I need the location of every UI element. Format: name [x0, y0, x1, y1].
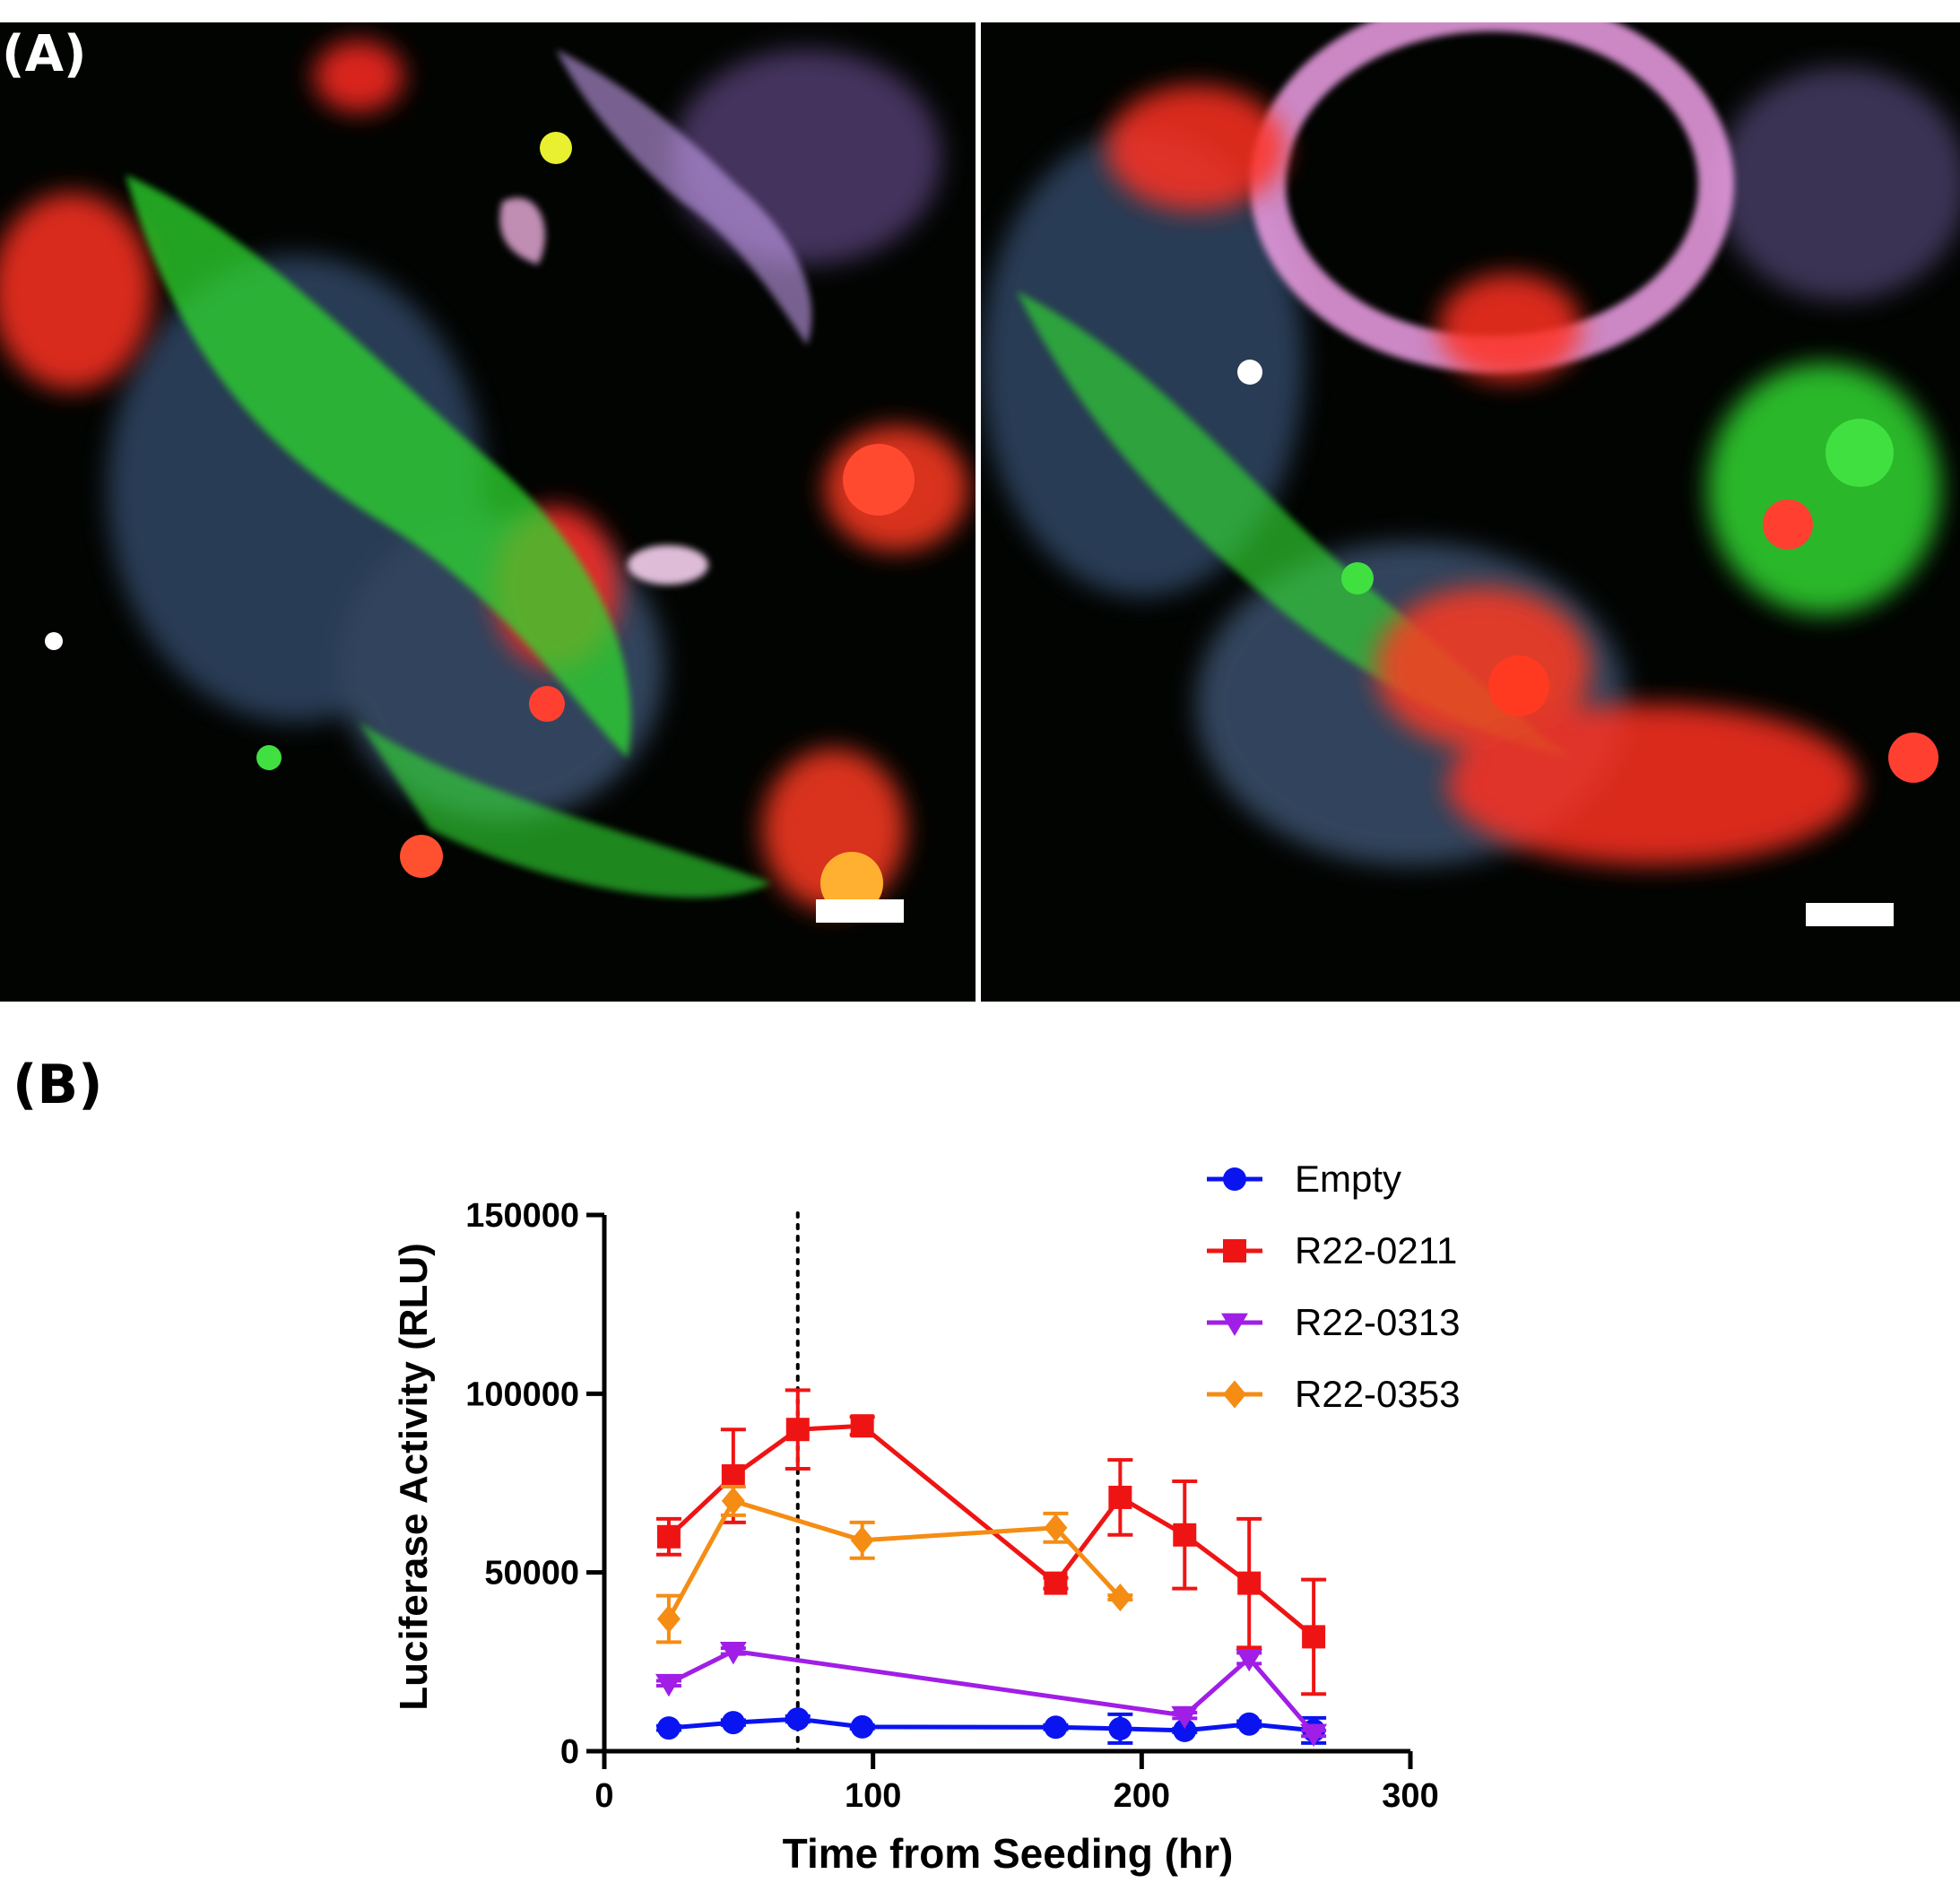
data-point: [1302, 1625, 1326, 1649]
legend-label: R22-0353: [1295, 1373, 1460, 1415]
data-point: [1044, 1571, 1068, 1595]
chart-legend: Empty R22-0211 R22-0313 R22-0353: [1207, 1158, 1460, 1415]
micrograph-right-image: [981, 22, 1960, 865]
legend-label: R22-0211: [1295, 1229, 1457, 1271]
data-point: [655, 1673, 682, 1697]
data-point: [1108, 1716, 1132, 1740]
chart-axes: 0 50000 100000 150000 0 100 200 300: [465, 1197, 1439, 1815]
series-line: [668, 1716, 1314, 1733]
data-point: [1108, 1485, 1132, 1509]
data-point: [785, 1418, 810, 1442]
x-tick-label: 200: [1114, 1777, 1170, 1815]
data-point: [850, 1714, 874, 1739]
micrograph-left-image: [0, 40, 968, 915]
x-tick-label: 0: [594, 1777, 613, 1815]
data-point: [1044, 1514, 1068, 1542]
x-tick-label: 300: [1382, 1777, 1438, 1815]
data-point: [1044, 1715, 1068, 1740]
legend-marker: [1223, 1239, 1246, 1263]
data-point: [785, 1707, 810, 1731]
data-point: [656, 1604, 681, 1634]
data-point: [721, 1464, 745, 1488]
legend-label: R22-0313: [1295, 1301, 1460, 1343]
panel-b-label: (B): [13, 1054, 103, 1116]
data-point: [721, 1711, 745, 1735]
data-point: [1236, 1648, 1263, 1672]
y-tick-label: 0: [560, 1733, 579, 1771]
x-tick-label: 100: [845, 1777, 901, 1815]
series-R22-0211: [655, 1388, 1327, 1696]
data-point: [656, 1716, 681, 1740]
data-point: [850, 1414, 874, 1438]
chart-series: [655, 1388, 1328, 1748]
scale-bar: [1806, 903, 1894, 926]
data-point: [1171, 1705, 1199, 1730]
data-point: [721, 1487, 745, 1515]
legend-marker: [1223, 1167, 1246, 1191]
y-tick-label: 150000: [465, 1197, 579, 1235]
legend-marker: [1223, 1380, 1246, 1409]
micrograph-left: [0, 22, 976, 1002]
y-tick-label: 50000: [484, 1555, 579, 1592]
legend-label: Empty: [1295, 1158, 1401, 1200]
series-R22-0313: [655, 1641, 1328, 1748]
data-point: [1300, 1723, 1328, 1748]
data-point: [850, 1526, 874, 1555]
y-tick-label: 100000: [465, 1375, 579, 1413]
data-point: [1237, 1571, 1262, 1595]
data-point: [1108, 1583, 1132, 1612]
x-axis-label: Time from Seeding (hr): [783, 1830, 1234, 1877]
micrograph-right: [981, 22, 1960, 1002]
data-point: [1173, 1718, 1197, 1742]
legend-marker: [1221, 1313, 1248, 1336]
series-Empty: [655, 1707, 1327, 1745]
data-point: [1237, 1712, 1262, 1736]
data-point: [719, 1641, 747, 1665]
series-R22-0353: [655, 1484, 1133, 1644]
data-point: [656, 1524, 681, 1549]
y-axis-label: Luciferase Activity (RLU): [392, 1243, 436, 1711]
panel-a-label: (A): [2, 25, 87, 83]
data-point: [1173, 1523, 1197, 1547]
scale-bar: [816, 899, 904, 923]
